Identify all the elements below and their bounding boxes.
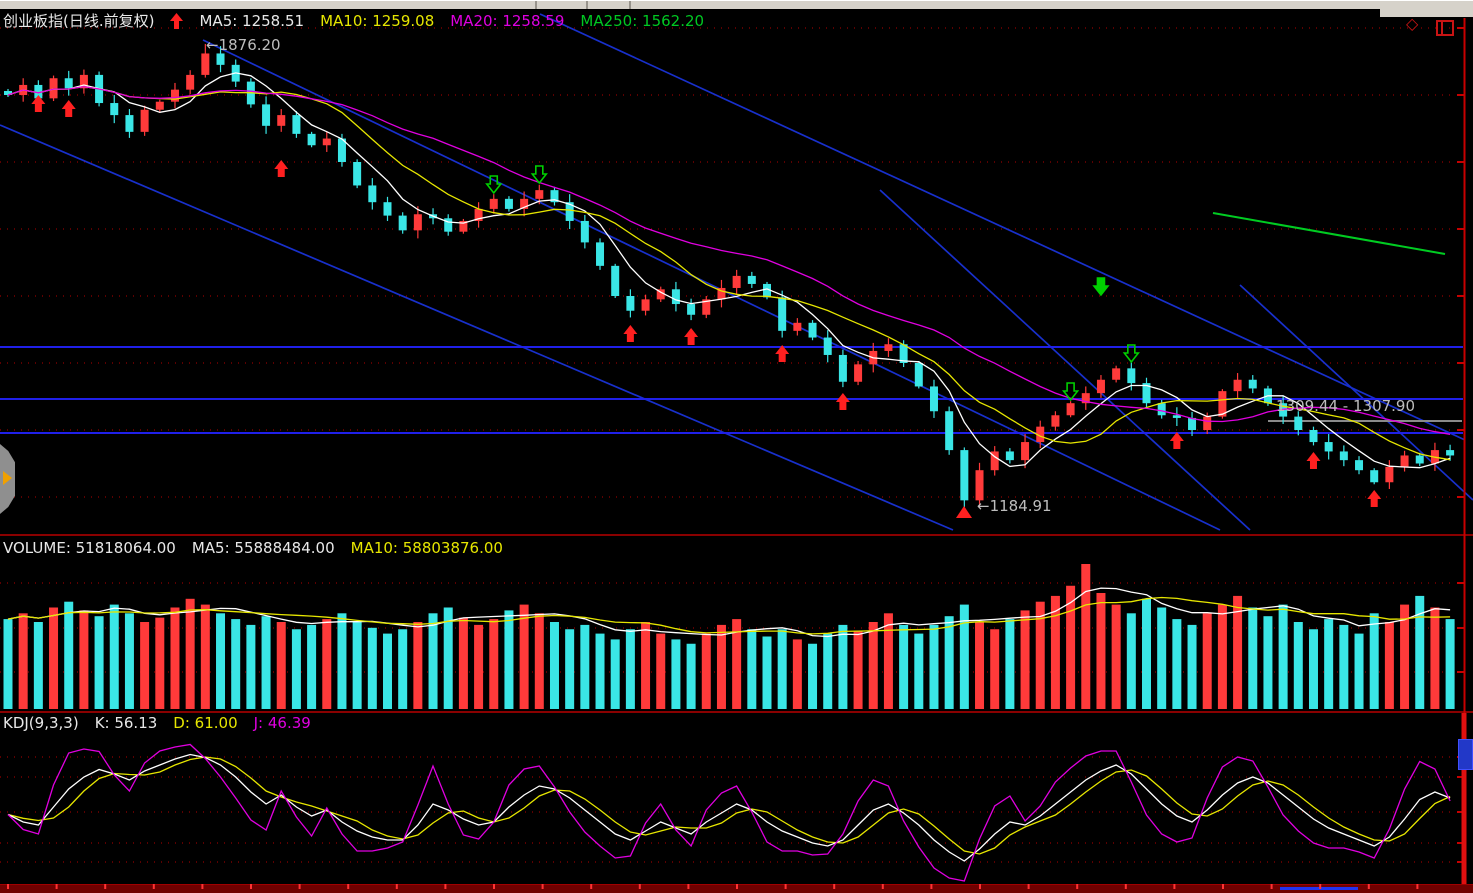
volume-header: VOLUME: 51818064.00 MA5: 55888484.00 MA1… <box>3 539 503 557</box>
time-axis-selection <box>1280 887 1358 890</box>
diamond-icon[interactable]: ◇ <box>1406 14 1419 33</box>
kdj-header: KDJ(9,3,3) K: 56.13 D: 61.00 J: 46.39 <box>3 714 311 732</box>
main-chart-header: 创业板指(日线.前复权) MA5: 1258.51 MA10: 1259.08 … <box>3 10 704 31</box>
toolbar-separator <box>535 1 537 9</box>
kdj-k-value: K: 56.13 <box>94 714 158 732</box>
ma250-legend: MA250: 1562.20 <box>580 11 705 30</box>
volume-ma5: MA5: 55888484.00 <box>191 539 335 557</box>
kdj-pane[interactable] <box>0 713 1473 884</box>
volume-value: VOLUME: 51818064.00 <box>3 539 176 557</box>
buy-signal-icon <box>170 12 184 29</box>
right-scrollbar-thumb[interactable] <box>1458 739 1473 770</box>
expand-arrow-icon <box>3 471 12 485</box>
pane-separator <box>0 534 1473 536</box>
ma5-legend: MA5: 1258.51 <box>199 11 305 30</box>
toolbar-separator <box>586 1 588 9</box>
window-restore-icon[interactable] <box>1436 20 1454 36</box>
kdj-d-value: D: 61.00 <box>173 714 238 732</box>
ma10-legend: MA10: 1259.08 <box>320 11 435 30</box>
ma20-legend: MA20: 1258.59 <box>450 11 565 30</box>
window-top-strip <box>0 0 1473 9</box>
kdj-j-value: J: 46.39 <box>253 714 311 732</box>
volume-ma10: MA10: 58803876.00 <box>350 539 503 557</box>
volume-pane[interactable] <box>0 537 1473 710</box>
symbol-title: 创业板指(日线.前复权) <box>3 12 155 30</box>
peak-price-label: ←1876.20 <box>206 36 281 54</box>
toolbar-separator <box>629 1 631 9</box>
gap-price-label: 1309.44 - 1307.90 <box>1276 397 1416 415</box>
trough-price-label: ←1184.91 <box>977 497 1052 515</box>
pane-separator <box>0 711 1473 713</box>
candlestick-pane[interactable] <box>0 30 1473 534</box>
kdj-name: KDJ(9,3,3) <box>3 714 79 732</box>
